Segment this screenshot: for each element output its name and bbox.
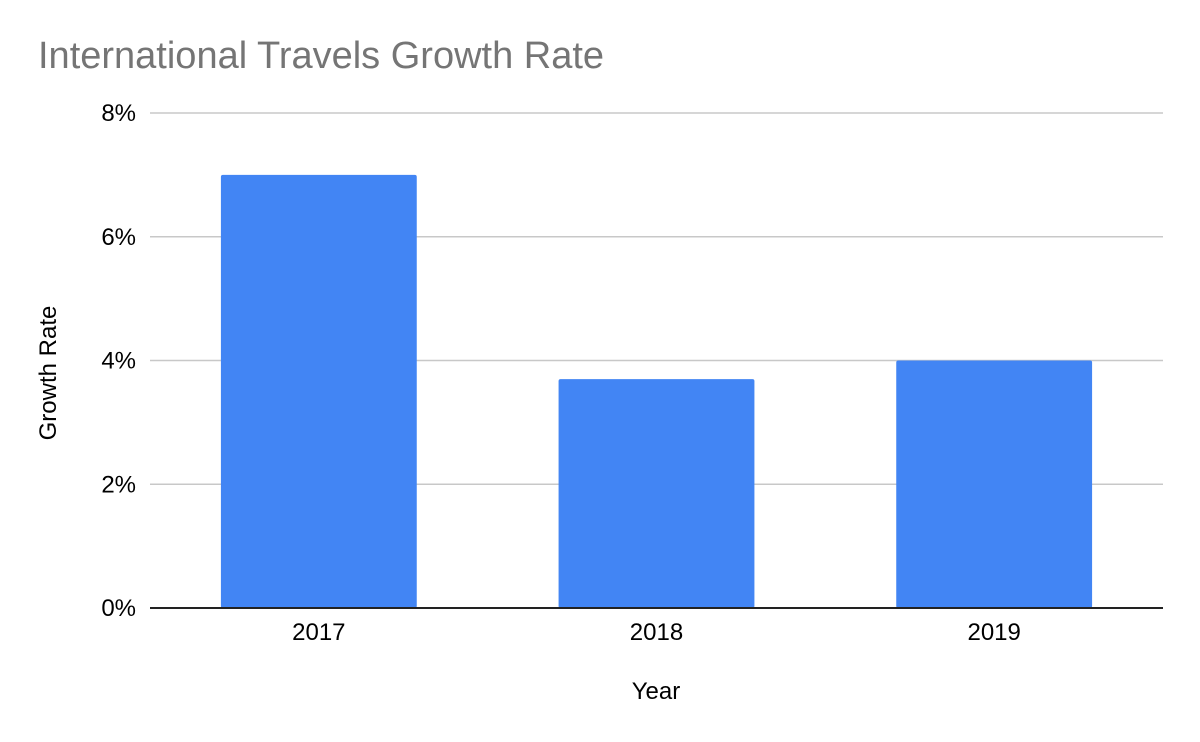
y-tick-label: 8% — [101, 100, 136, 127]
bar-2017 — [220, 174, 417, 608]
y-tick-label: 2% — [101, 471, 136, 498]
y-axis-ticks: 0% 2% 4% 6% 8% — [101, 100, 136, 622]
y-tick-label: 6% — [101, 224, 136, 251]
x-axis-label: Year — [632, 678, 681, 705]
bars — [220, 174, 1093, 608]
x-tick-label: 2018 — [630, 619, 683, 646]
y-axis-label: Growth Rate — [35, 306, 62, 441]
x-axis-ticks: 2017 2018 2019 — [292, 619, 1021, 646]
chart-title: International Travels Growth Rate — [38, 35, 604, 77]
bar-2018 — [558, 379, 755, 608]
bar-2019 — [896, 360, 1093, 608]
x-tick-label: 2019 — [967, 619, 1020, 646]
x-tick-label: 2017 — [292, 619, 345, 646]
y-tick-label: 4% — [101, 348, 136, 375]
y-tick-label: 0% — [101, 595, 136, 622]
